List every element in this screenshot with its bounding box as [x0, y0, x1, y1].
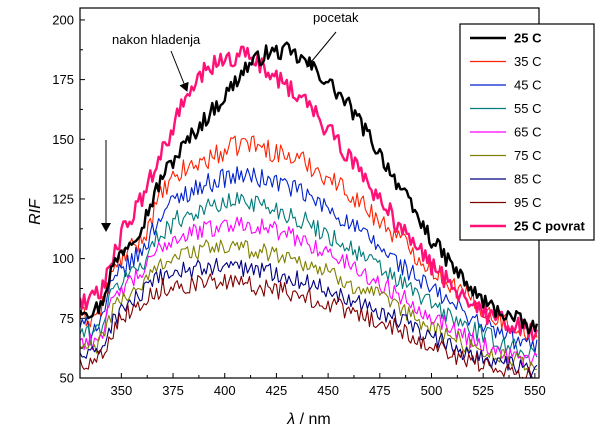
legend-label: 95 C: [514, 195, 541, 210]
x-tick-label: 375: [162, 383, 184, 398]
legend-label: 35 C: [514, 54, 541, 69]
legend-label: 75 C: [514, 148, 541, 163]
y-tick-label: 200: [52, 12, 74, 27]
y-tick-label: 175: [52, 72, 74, 87]
annotation-nakon-hladenja: nakon hladenja: [112, 32, 201, 47]
y-tick-label: 75: [60, 311, 74, 326]
legend-label: 45 C: [514, 78, 541, 93]
legend-label: 85 C: [514, 172, 541, 187]
x-axis-label-symbol: λ: [286, 411, 295, 428]
x-tick-label: 400: [214, 383, 236, 398]
y-tick-label: 125: [52, 191, 74, 206]
x-tick-label: 425: [266, 383, 288, 398]
series-line: [80, 216, 538, 367]
legend-label: 25 C: [514, 31, 542, 46]
series-line: [80, 239, 537, 373]
series-line: [80, 273, 534, 378]
annotation-pocetak: pocetak: [313, 10, 359, 25]
annotation-arrow-nakon-hladenja: [170, 50, 189, 92]
series-line: [80, 166, 538, 354]
series-line: [80, 191, 538, 359]
legend-label: 65 C: [514, 125, 541, 140]
y-tick-label: 50: [60, 371, 74, 386]
x-axis-ticks: 350 375 400 425 450 475 500 525 550: [110, 373, 546, 398]
series-line: [80, 45, 539, 342]
series-line: [80, 135, 538, 341]
annotations: nakon hladenja pocetak: [101, 10, 359, 232]
y-tick-label: 150: [52, 132, 74, 147]
legend-label: 55 C: [514, 101, 541, 116]
x-tick-label: 500: [421, 383, 443, 398]
x-tick-label: 475: [369, 383, 391, 398]
annotation-arrow-pocetak: [306, 31, 337, 68]
x-tick-label: 525: [472, 383, 494, 398]
y-axis-label: RIF: [27, 198, 44, 225]
y-axis-ticks: 50 75 100 125 150 175 200: [52, 12, 85, 386]
x-axis-label-unit: / nm: [295, 411, 331, 428]
series-line: [80, 257, 538, 378]
legend-label: 25 C povrat: [514, 219, 585, 234]
x-axis-label: λ / nm: [286, 411, 330, 428]
x-tick-label: 450: [317, 383, 339, 398]
y-tick-label: 100: [52, 251, 74, 266]
legend: 25 C 35 C 45 C 55 C 65 C 75 C 85 C 95 C 25 C pov…: [459, 23, 595, 241]
x-tick-label: 550: [524, 383, 546, 398]
x-tick-label: 350: [110, 383, 132, 398]
